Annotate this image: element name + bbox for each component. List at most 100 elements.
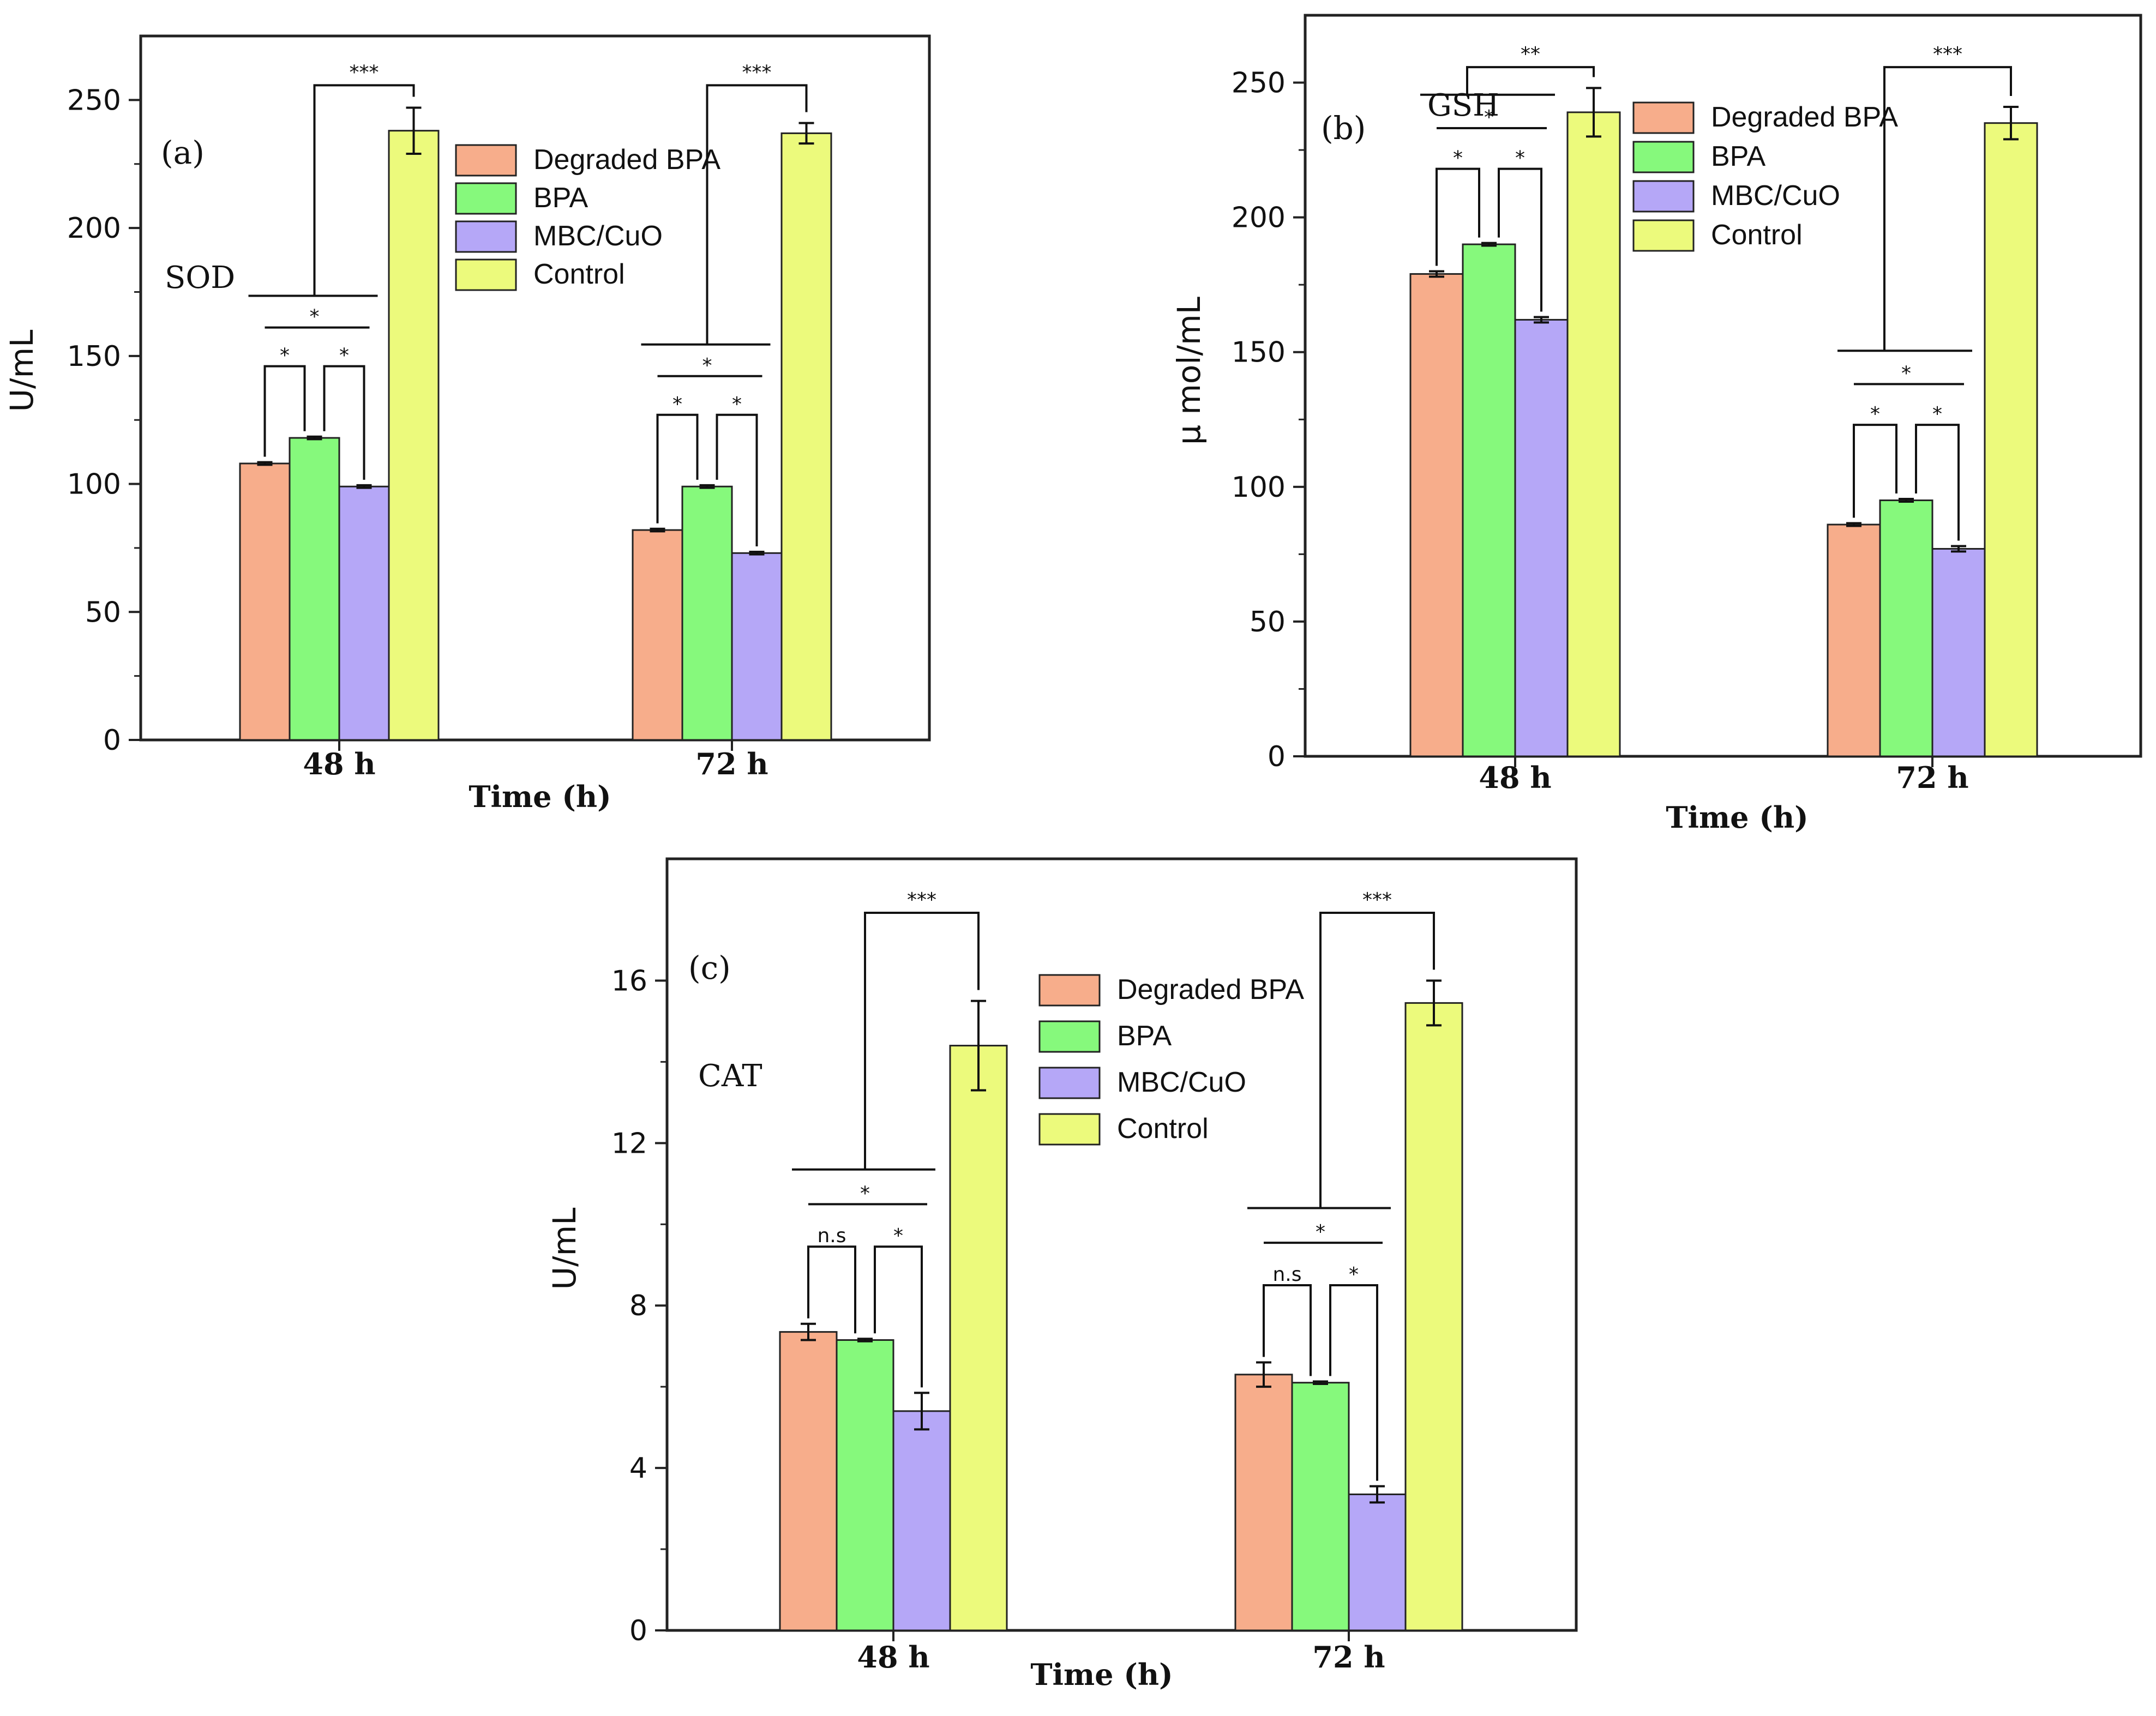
y-tick-label: 0 — [1268, 740, 1286, 773]
legend-swatch — [1632, 219, 1695, 252]
panel-label: (a) — [161, 134, 205, 171]
y-tick-label: 16 — [611, 965, 647, 997]
bar-mbc-cuo — [338, 485, 390, 741]
bar-degraded-bpa — [1409, 273, 1464, 757]
legend-swatch — [1038, 974, 1101, 1007]
plot-frame — [1304, 14, 2142, 758]
legend-label: MBC/CuO — [1711, 180, 1840, 212]
sig-label: * — [339, 345, 349, 367]
sig-label: * — [1484, 106, 1494, 129]
bar-mbc-cuo — [1931, 547, 1986, 757]
sig-label: n.s — [817, 1225, 846, 1247]
sig-bracket — [716, 413, 758, 546]
sig-bracket — [1853, 424, 1897, 518]
y-tick-label: 50 — [85, 596, 121, 629]
plot-frame — [139, 34, 931, 742]
y-tick-label: 100 — [67, 468, 121, 501]
bar-bpa — [1879, 499, 1933, 757]
sig-label: *** — [350, 61, 379, 83]
x-tick-label: 72 h — [1896, 760, 1968, 795]
sig-bracket — [1498, 167, 1542, 312]
sig-label: * — [672, 393, 682, 416]
x-tick-label: 48 h — [1479, 760, 1551, 795]
legend-label: BPA — [1117, 1020, 1172, 1052]
sig-label: *** — [907, 889, 936, 911]
legend-swatch — [455, 144, 517, 177]
y-tick-label: 4 — [629, 1452, 647, 1485]
sig-control-bracket — [1883, 66, 2012, 351]
legend-swatch — [1632, 141, 1695, 173]
bar-bpa — [681, 485, 733, 741]
sig-label: n.s — [1272, 1263, 1301, 1286]
bar-control — [388, 130, 440, 741]
y-tick-label: 150 — [1232, 336, 1286, 369]
bar-control — [1984, 122, 2038, 757]
bar-bpa — [1462, 243, 1516, 757]
legend-label: MBC/CuO — [1117, 1067, 1246, 1098]
x-tick-label: 48 h — [303, 746, 375, 781]
x-axis-title: Time (h) — [1030, 1657, 1173, 1692]
legend-label: BPA — [533, 182, 588, 214]
bar-bpa — [1291, 1382, 1350, 1631]
sig-control-bracket — [1466, 66, 1595, 95]
legend-swatch — [455, 258, 517, 291]
sig-label: * — [893, 1225, 903, 1247]
bar-mbc-cuo — [1514, 318, 1569, 757]
bar-mbc-cuo — [731, 552, 783, 741]
y-tick-label: 200 — [67, 212, 121, 245]
legend-label: Degraded BPA — [1711, 101, 1898, 133]
legend-swatch — [1632, 180, 1695, 213]
bar-control — [1566, 111, 1621, 757]
sig-label: *** — [1362, 889, 1392, 911]
sig-bracket — [1263, 1284, 1312, 1376]
legend-label: Control — [1117, 1113, 1209, 1145]
y-axis-title: U/mL — [3, 330, 40, 412]
bar-degraded-bpa — [632, 529, 683, 741]
sig-control-bracket — [706, 84, 808, 345]
sig-bracket — [807, 1245, 856, 1334]
y-tick-label: 100 — [1232, 471, 1286, 504]
x-axis-title: Time (h) — [1666, 800, 1808, 835]
sig-label: * — [1515, 147, 1525, 170]
x-tick-label: 72 h — [695, 746, 768, 781]
sig-bracket — [874, 1245, 923, 1388]
sig-label: * — [1901, 362, 1911, 384]
enzyme-label: SOD — [165, 260, 235, 296]
y-tick-label: 0 — [103, 724, 121, 757]
sig-label: * — [280, 345, 290, 367]
x-tick-label: 48 h — [857, 1640, 929, 1675]
sig-bracket — [263, 365, 306, 457]
y-tick-label: 12 — [611, 1127, 647, 1160]
sig-control-bracket — [864, 912, 980, 1170]
enzyme-label: GSH — [1427, 88, 1499, 123]
bar-degraded-bpa — [1827, 523, 1881, 757]
y-tick-label: 250 — [67, 84, 121, 117]
legend-swatch — [1038, 1020, 1101, 1053]
sig-label: * — [1870, 403, 1880, 425]
y-tick-label: 50 — [1250, 606, 1286, 639]
panel-label: (b) — [1321, 110, 1366, 147]
sig-label: *** — [742, 61, 772, 83]
bar-control — [1404, 1002, 1463, 1631]
sig-label: * — [1453, 147, 1463, 170]
sig-control-bracket — [313, 84, 415, 296]
y-axis-title: U/mL — [546, 1208, 583, 1290]
legend-label: Degraded BPA — [1117, 974, 1304, 1005]
legend-swatch — [1038, 1067, 1101, 1099]
y-tick-label: 0 — [629, 1615, 647, 1647]
sig-label: * — [860, 1182, 870, 1205]
sig-label: * — [1932, 403, 1942, 425]
y-tick-label: 150 — [67, 340, 121, 373]
bar-control — [780, 132, 832, 741]
sig-bracket — [1915, 424, 1960, 541]
enzyme-label: CAT — [698, 1058, 762, 1094]
bar-mbc-cuo — [1348, 1494, 1407, 1631]
bar-degraded-bpa — [1234, 1374, 1293, 1631]
legend-label: BPA — [1711, 141, 1766, 172]
panel-label: (c) — [688, 949, 731, 986]
sig-label: * — [732, 393, 742, 416]
